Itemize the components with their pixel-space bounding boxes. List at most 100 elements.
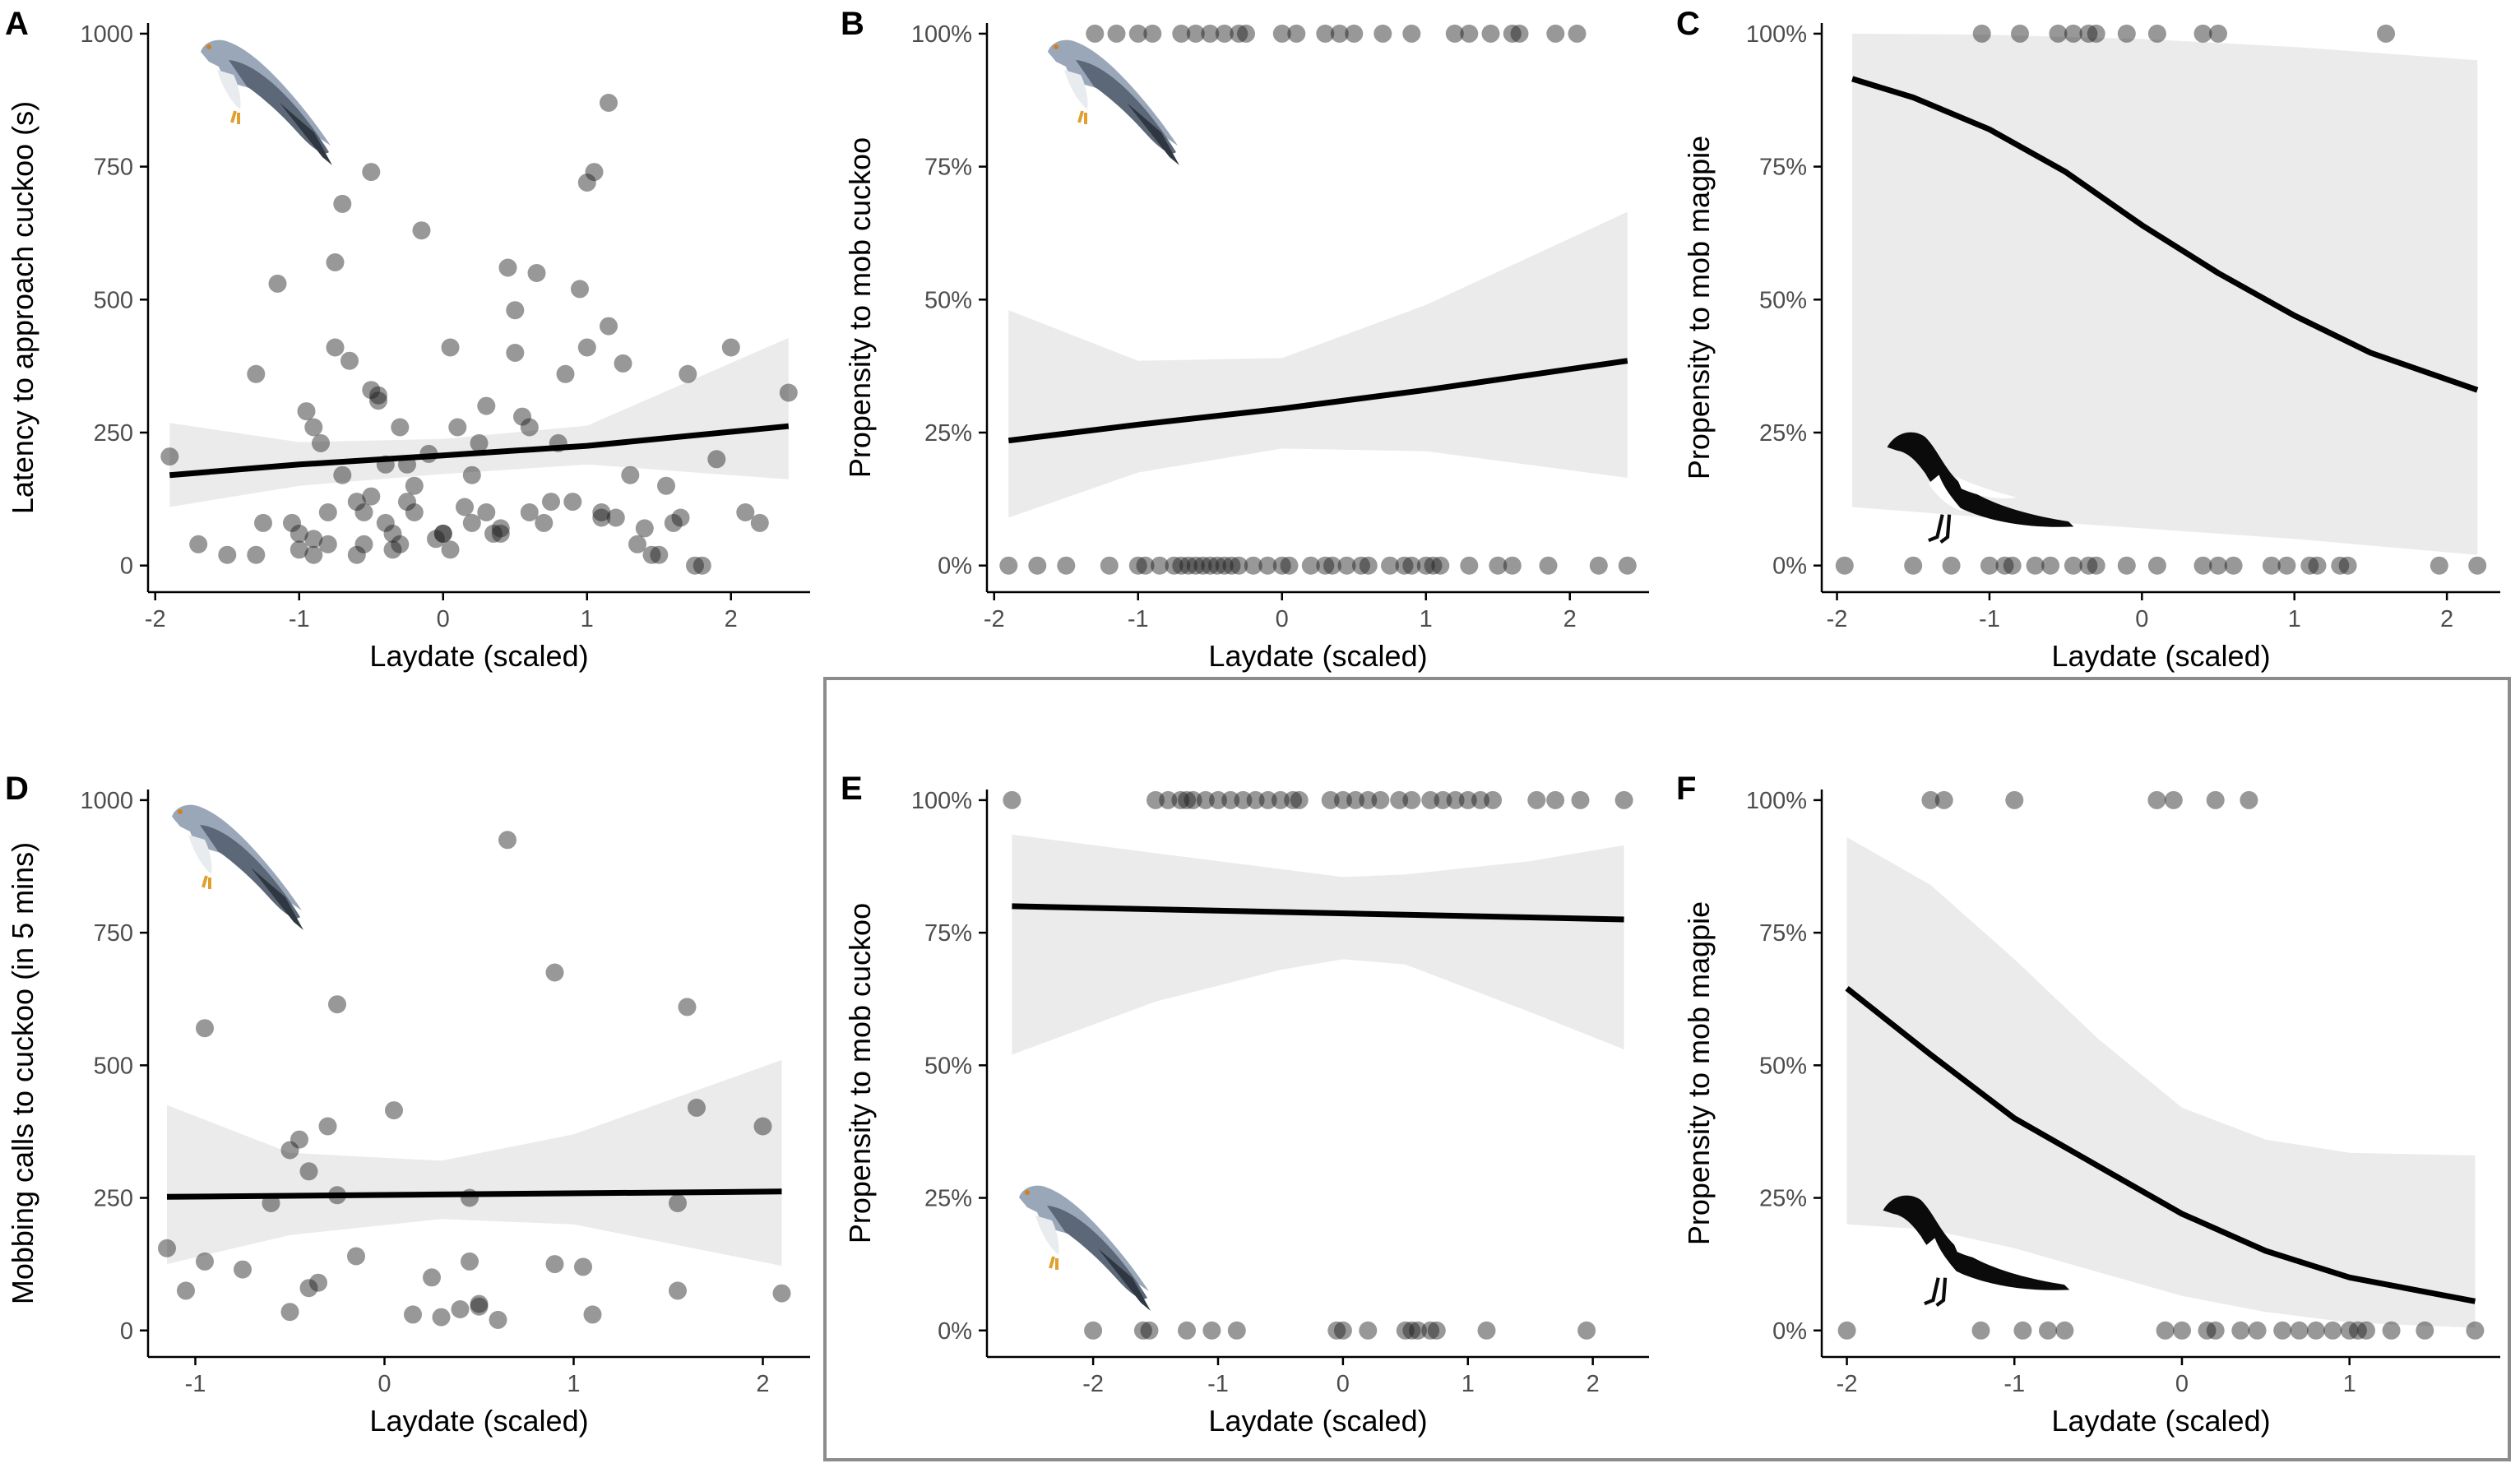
data-point: [1201, 556, 1220, 575]
data-point: [1128, 24, 1147, 43]
data-point: [304, 530, 323, 549]
data-point: [398, 493, 416, 512]
data-point: [477, 503, 496, 521]
data-point: [1172, 556, 1191, 575]
data-point: [254, 513, 272, 532]
data-point: [484, 524, 503, 543]
data-point: [707, 450, 726, 469]
data-point: [1904, 556, 1923, 575]
fit-line: [169, 423, 790, 479]
data-point: [234, 1260, 252, 1279]
data-point: [1272, 556, 1291, 575]
x-tick-label: 1: [1462, 1371, 1475, 1397]
data-point: [354, 535, 373, 553]
data-point: [520, 418, 539, 437]
data-point: [1321, 790, 1340, 809]
data-point: [405, 503, 424, 521]
confidence-ribbon: [1852, 33, 2478, 555]
data-point: [283, 513, 301, 532]
data-point: [671, 508, 690, 527]
x-tick-label: -1: [2003, 1371, 2025, 1397]
data-point: [1165, 556, 1184, 575]
x-tick-label: -1: [185, 1371, 206, 1397]
data-point: [427, 530, 445, 549]
data-point: [1434, 790, 1452, 809]
data-point: [489, 1310, 507, 1329]
data-point: [158, 1239, 176, 1257]
x-tick-label: 2: [725, 606, 738, 632]
x-tick-label: -2: [1837, 1371, 1858, 1397]
data-point: [218, 545, 237, 564]
data-point: [304, 545, 323, 564]
data-point: [247, 364, 266, 383]
y-tick-label: 50%: [924, 1053, 972, 1079]
data-point: [583, 1305, 602, 1324]
data-point: [347, 493, 366, 512]
data-point: [1431, 556, 1450, 575]
y-tick-label: 25%: [924, 420, 972, 447]
data-point: [1128, 556, 1147, 575]
y-tick-label: 250: [94, 1186, 133, 1212]
data-point: [1577, 1321, 1596, 1340]
data-point: [2382, 1321, 2401, 1340]
data-point: [2117, 556, 2136, 575]
data-point: [1390, 790, 1409, 809]
x-tick-label: -1: [289, 606, 310, 632]
panel-letter: A: [5, 6, 29, 42]
data-point: [177, 1281, 195, 1300]
x-tick-label: 0: [2175, 1371, 2189, 1397]
data-point: [1258, 556, 1277, 575]
data-point: [247, 545, 266, 564]
data-point: [1614, 790, 1633, 809]
data-point: [2079, 24, 2098, 43]
data-point: [433, 524, 452, 543]
data-point: [2290, 1321, 2309, 1340]
data-point: [1184, 790, 1202, 809]
panel-group-box: [823, 677, 2511, 1461]
y-axis-title: Latency to approach cuckoo (s): [6, 101, 39, 514]
data-point: [491, 524, 510, 543]
data-point: [2173, 1321, 2191, 1340]
data-point: [1402, 790, 1421, 809]
x-tick-label: 0: [1336, 1371, 1350, 1397]
data-point: [520, 503, 539, 521]
data-point: [326, 338, 345, 357]
data-point: [577, 338, 596, 357]
data-point: [2340, 1321, 2359, 1340]
data-point: [1284, 790, 1303, 809]
confidence-ribbon: [1846, 837, 2476, 1328]
panel-letter: B: [841, 6, 864, 42]
x-tick-label: -1: [1207, 1371, 1229, 1397]
data-point: [721, 338, 740, 357]
panel-letter: F: [1676, 771, 1696, 807]
data-point: [462, 513, 481, 532]
data-point: [1359, 556, 1378, 575]
data-point: [686, 556, 704, 575]
data-point: [1971, 1321, 1990, 1340]
data-point: [347, 545, 366, 564]
data-point: [362, 487, 381, 506]
x-axis-title: Laydate (scaled): [2051, 639, 2270, 673]
data-point: [362, 163, 381, 182]
y-tick-label: 100%: [911, 21, 972, 48]
data-point: [779, 383, 798, 402]
data-point: [1179, 556, 1197, 575]
panel-c: -2 -1 0 1 2 0% 25% 50% 75% 100% Laydate (scaled) Pr…: [1676, 6, 2500, 673]
data-point: [318, 1117, 337, 1136]
data-point: [383, 540, 402, 559]
cuckoo-icon: [199, 38, 334, 167]
data-point: [385, 1101, 403, 1120]
data-point: [2206, 790, 2225, 809]
x-tick-label: 2: [1563, 606, 1577, 632]
data-point: [1416, 556, 1435, 575]
y-tick-label: 100%: [911, 788, 972, 814]
data-point: [1921, 790, 1940, 809]
y-tick-label: 0: [120, 553, 133, 580]
data-point: [2248, 1321, 2267, 1340]
data-point: [160, 447, 179, 466]
data-point: [577, 174, 596, 192]
data-point: [2087, 556, 2105, 575]
x-axis-title: Laydate (scaled): [1208, 639, 1427, 673]
data-point: [2064, 24, 2082, 43]
data-point: [470, 433, 489, 452]
